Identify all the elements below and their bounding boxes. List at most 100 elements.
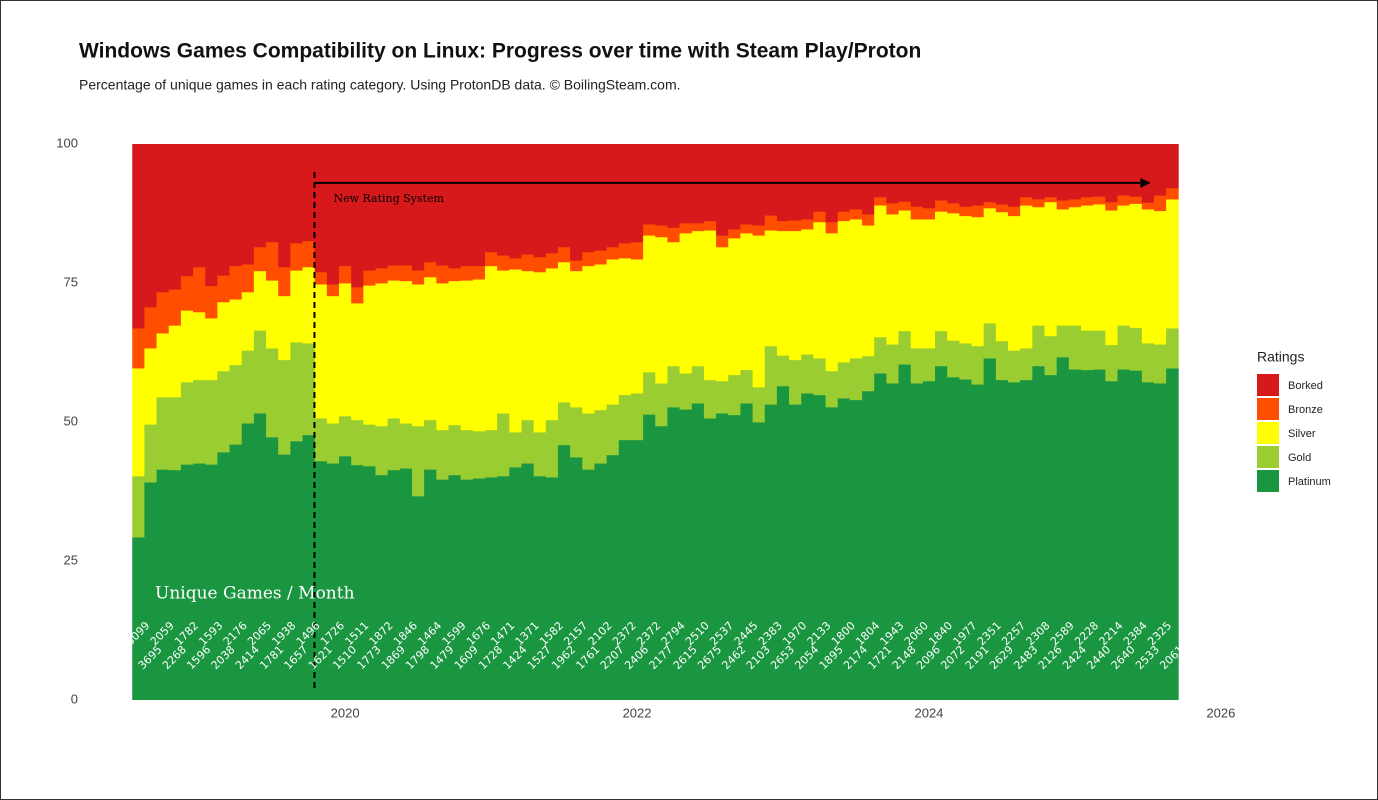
bar-segment (205, 318, 218, 381)
bar-segment (436, 283, 449, 431)
bar-segment (460, 265, 474, 281)
bar-segment (521, 463, 535, 700)
bar-segment (545, 267, 559, 421)
bar-segment (533, 475, 547, 700)
legend-swatch (1257, 374, 1279, 396)
bar-segment (789, 230, 802, 361)
bar-segment (728, 144, 741, 230)
bar-segment (387, 280, 401, 419)
bar-segment (594, 144, 608, 251)
bar-segment (290, 242, 303, 271)
bar-segment (886, 144, 899, 204)
bar-segment (436, 144, 449, 266)
legend-label: Platinum (1288, 476, 1331, 488)
bar-segment (655, 225, 668, 238)
y-tick-label: 50 (64, 413, 78, 428)
bar-segment (424, 419, 437, 470)
bar-segment (691, 222, 705, 232)
bar-segment (1129, 196, 1143, 204)
bar-segment (412, 144, 425, 271)
bar-segment (1153, 344, 1167, 384)
bar-segment (716, 413, 729, 700)
bar-segment (132, 368, 145, 477)
x-tick-label: 2026 (1206, 705, 1235, 720)
bar-segment (314, 284, 328, 419)
bar-segment (703, 220, 717, 231)
chart-title: Windows Games Compatibility on Linux: Pr… (79, 40, 921, 63)
bar-segment (959, 206, 972, 217)
bar-segment (679, 222, 693, 234)
bar-segment (837, 220, 851, 363)
bar-segment (412, 284, 425, 427)
bar-segment (643, 235, 656, 373)
bar-segment (217, 301, 230, 372)
bar-segment (521, 419, 535, 464)
bar-segment (326, 463, 340, 700)
legend-swatch (1257, 398, 1279, 420)
bar-segment (278, 144, 291, 268)
bar-segment (1117, 144, 1131, 196)
bar-segment (728, 414, 741, 700)
bar-segment (1129, 370, 1143, 700)
bar-segment (740, 232, 753, 371)
bar-segment (545, 477, 559, 700)
bar-segment (1068, 325, 1082, 370)
bar-segment (144, 144, 157, 308)
bar-segment (1129, 144, 1143, 197)
bar-segment (533, 256, 547, 273)
bar-segment (862, 214, 875, 226)
bar-segment (825, 370, 839, 408)
bar-segment (217, 370, 230, 453)
bar-segment (983, 144, 997, 203)
bar-segment (351, 286, 364, 304)
bar-segment (849, 144, 863, 210)
bar-segment (691, 230, 705, 367)
bar-segment (144, 424, 157, 483)
bar-segment (1080, 330, 1094, 371)
bar-segment (253, 144, 267, 248)
bar-segment (655, 425, 668, 700)
bar-segment (314, 460, 328, 700)
bar-segment (582, 265, 595, 414)
bar-segment (448, 474, 462, 700)
bar-segment (193, 266, 206, 313)
bar-segment (679, 373, 693, 410)
bar-segment (1020, 379, 1033, 700)
bar-segment (935, 211, 948, 332)
bar-segment (193, 144, 206, 268)
bar-segment (314, 144, 328, 273)
bar-segment (1044, 335, 1058, 376)
bar-segment (716, 246, 729, 382)
bar-segment (1117, 325, 1131, 370)
bar-segment (764, 215, 778, 231)
bar-segment (375, 425, 389, 476)
bar-segment (363, 465, 376, 700)
bar-segment (557, 401, 571, 446)
bar-segment (484, 429, 498, 478)
bar-segment (886, 202, 899, 215)
bar-segment (557, 246, 571, 263)
bar-segment (922, 348, 936, 382)
bar-segment (655, 383, 668, 427)
bar-segment (679, 409, 693, 700)
bar-segment (825, 232, 839, 372)
bar-segment (217, 452, 230, 700)
bar-segment (484, 251, 498, 267)
bar-segment (1008, 350, 1021, 383)
bar-segment (229, 144, 243, 267)
bar-segment (314, 271, 328, 285)
bar-segment (691, 403, 705, 700)
bar-segment (132, 475, 145, 538)
bar-segment (1105, 201, 1118, 211)
bar-segment (533, 144, 547, 258)
bar-segment (947, 376, 960, 700)
bar-segment (472, 265, 486, 280)
y-tick-label: 25 (64, 552, 78, 567)
bar-segment (618, 394, 632, 441)
annotation-text: New Rating System (333, 192, 444, 205)
axes: 0 25 50 75 100 2020 2022 2024 2026 (56, 135, 1235, 720)
bar-segment (375, 144, 389, 269)
bar-segment (606, 144, 620, 248)
bar-segment (886, 214, 899, 345)
bar-segment (898, 330, 912, 365)
